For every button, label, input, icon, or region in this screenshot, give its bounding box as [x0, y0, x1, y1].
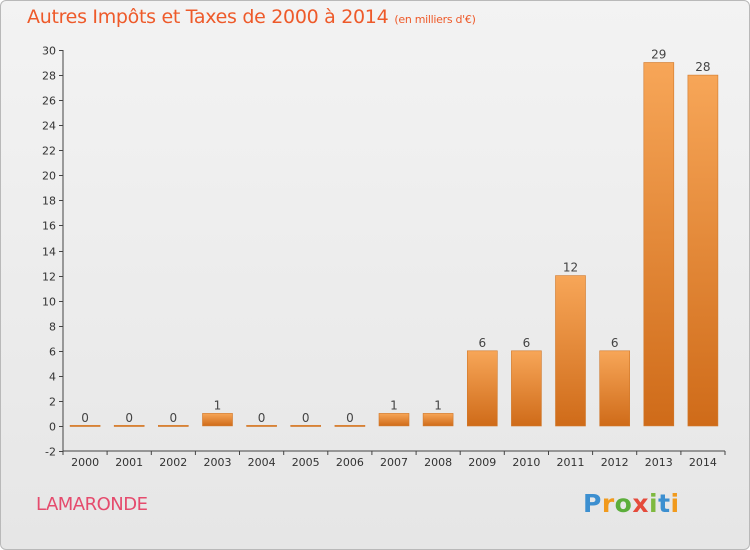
y-tick-label: 0 — [49, 421, 56, 434]
bar-2007 — [378, 413, 410, 427]
value-label: 6 — [611, 336, 619, 350]
value-label: 0 — [258, 411, 266, 425]
bar-2005 — [290, 424, 322, 427]
value-label: 29 — [651, 48, 666, 62]
y-tick-label: 4 — [49, 371, 56, 384]
bar-2003 — [202, 413, 233, 427]
value-label: 12 — [563, 261, 578, 275]
y-tick-label: 6 — [49, 346, 56, 359]
value-label: 6 — [478, 336, 486, 350]
value-label: 0 — [302, 411, 310, 425]
x-tick-label: 2003 — [204, 456, 232, 469]
x-tick-label: 2013 — [645, 456, 673, 469]
logo-letter: P — [583, 489, 602, 518]
bar-2000 — [69, 424, 101, 427]
chart-title-text: Autres Impôts et Taxes de 2000 à 2014 — [27, 6, 389, 28]
x-tick-label: 2008 — [424, 456, 452, 469]
bar-2002 — [158, 424, 189, 427]
value-label: 1 — [434, 398, 442, 412]
y-tick-label: 16 — [42, 220, 56, 233]
bar-2001 — [113, 424, 145, 427]
bar-2009 — [466, 350, 498, 427]
y-tick-label: 18 — [42, 195, 56, 208]
bar-2008 — [422, 413, 454, 427]
x-tick-label: 2000 — [71, 456, 99, 469]
y-tick-label: 12 — [42, 271, 56, 284]
x-tick-label: 2010 — [512, 456, 540, 469]
bar-2006 — [334, 424, 366, 427]
x-tick-label: 2004 — [248, 456, 276, 469]
proxiti-logo: Proxiti — [583, 489, 680, 518]
value-label: 1 — [214, 398, 222, 412]
y-tick-label: 14 — [42, 246, 56, 259]
x-tick-label: 2007 — [380, 456, 408, 469]
value-label: 6 — [523, 336, 531, 350]
commune-name: LAMARONDE — [36, 494, 148, 515]
value-label: 0 — [169, 411, 177, 425]
logo-letter: i — [649, 489, 659, 518]
x-tick-label: 2002 — [159, 456, 187, 469]
value-label: 0 — [346, 411, 354, 425]
y-tick-label: 22 — [42, 145, 56, 158]
bar-2004 — [246, 424, 277, 427]
bar-2012 — [599, 350, 631, 427]
y-tick-label: 26 — [42, 95, 56, 108]
y-tick-label: 2 — [49, 396, 56, 409]
x-tick-label: 2009 — [468, 456, 496, 469]
bar-2013 — [643, 62, 675, 427]
value-label: 0 — [125, 411, 133, 425]
y-tick-label: 10 — [42, 296, 56, 309]
x-tick-label: 2001 — [115, 456, 143, 469]
x-tick-label: 2014 — [689, 456, 717, 469]
value-label: 0 — [81, 411, 89, 425]
chart-title: Autres Impôts et Taxes de 2000 à 2014 (en… — [27, 6, 476, 28]
x-tick-label: 2012 — [601, 456, 629, 469]
bar-2011 — [555, 275, 586, 427]
logo-letter: t — [658, 489, 671, 518]
y-tick-label: -2 — [45, 446, 56, 459]
bar-2014 — [687, 74, 719, 427]
y-tick-label: 30 — [42, 45, 56, 58]
logo-letter: o — [614, 489, 633, 518]
chart-unit-note: (en milliers d'€) — [394, 13, 476, 26]
x-tick-label: 2011 — [557, 456, 585, 469]
bar-2010 — [511, 350, 542, 427]
logo-letter: r — [601, 489, 615, 518]
x-tick-label: 2006 — [336, 456, 364, 469]
chart-bars — [69, 62, 719, 427]
y-tick-label: 8 — [49, 321, 56, 334]
y-tick-label: 20 — [42, 170, 56, 183]
logo-letter: i — [670, 489, 680, 518]
logo-letter: x — [632, 489, 649, 518]
chart-labels: 2000 0 2001 0 2002 0 2003 1 2004 0 2005 0 2006 0 2007 1… — [71, 48, 717, 470]
y-tick-label: 28 — [42, 70, 56, 83]
value-label: 1 — [390, 398, 398, 412]
y-tick-label: 24 — [42, 120, 56, 133]
value-label: 28 — [695, 60, 710, 74]
x-tick-label: 2005 — [292, 456, 320, 469]
